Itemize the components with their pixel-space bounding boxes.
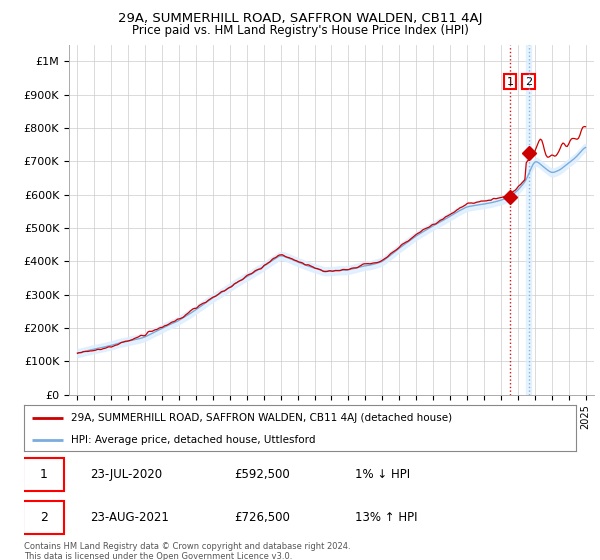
FancyBboxPatch shape: [23, 458, 64, 491]
Text: 23-JUL-2020: 23-JUL-2020: [90, 468, 163, 481]
Text: Price paid vs. HM Land Registry's House Price Index (HPI): Price paid vs. HM Land Registry's House …: [131, 24, 469, 36]
Text: HPI: Average price, detached house, Uttlesford: HPI: Average price, detached house, Uttl…: [71, 435, 316, 445]
Text: £726,500: £726,500: [234, 511, 290, 524]
Text: £592,500: £592,500: [234, 468, 290, 481]
Text: 1: 1: [40, 468, 47, 481]
Bar: [526, 45, 531, 395]
Text: 23-AUG-2021: 23-AUG-2021: [90, 511, 169, 524]
Text: 2: 2: [40, 511, 47, 524]
Text: 1: 1: [506, 77, 514, 87]
Text: 13% ↑ HPI: 13% ↑ HPI: [355, 511, 418, 524]
FancyBboxPatch shape: [23, 501, 64, 534]
Text: 2: 2: [525, 77, 532, 87]
Text: Contains HM Land Registry data © Crown copyright and database right 2024.
This d: Contains HM Land Registry data © Crown c…: [24, 542, 350, 560]
Text: 29A, SUMMERHILL ROAD, SAFFRON WALDEN, CB11 4AJ (detached house): 29A, SUMMERHILL ROAD, SAFFRON WALDEN, CB…: [71, 413, 452, 423]
Text: 1% ↓ HPI: 1% ↓ HPI: [355, 468, 410, 481]
Text: 29A, SUMMERHILL ROAD, SAFFRON WALDEN, CB11 4AJ: 29A, SUMMERHILL ROAD, SAFFRON WALDEN, CB…: [118, 12, 482, 25]
